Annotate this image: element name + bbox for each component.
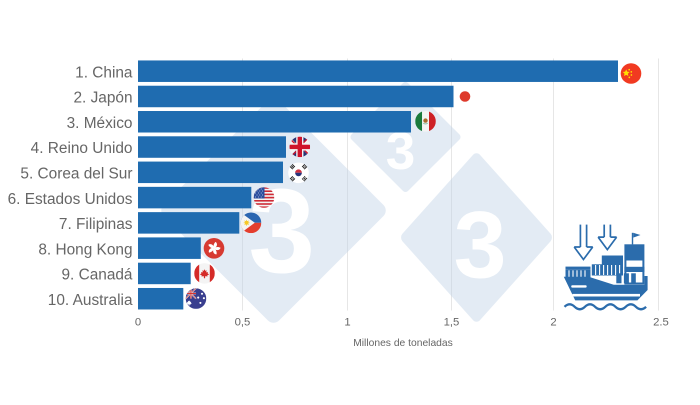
svg-text:3: 3 <box>248 164 315 298</box>
svg-text:2.5: 2.5 <box>653 316 669 328</box>
svg-text:2. Japón: 2. Japón <box>73 90 132 107</box>
svg-text:0: 0 <box>135 316 141 328</box>
svg-text:10. Australia: 10. Australia <box>48 292 133 309</box>
svg-text:1. China: 1. China <box>75 64 133 81</box>
svg-text:3: 3 <box>454 193 507 299</box>
svg-text:5. Corea del Sur: 5. Corea del Sur <box>20 166 132 183</box>
svg-text:8. Hong Kong: 8. Hong Kong <box>38 241 132 258</box>
svg-text:6. Estados Unidos: 6. Estados Unidos <box>8 191 133 208</box>
svg-text:2: 2 <box>550 316 556 328</box>
svg-text:Millones de toneladas: Millones de toneladas <box>353 338 453 349</box>
svg-text:4. Reino Unido: 4. Reino Unido <box>31 140 133 157</box>
svg-text:3. México: 3. México <box>67 115 133 132</box>
svg-text:1: 1 <box>344 316 350 328</box>
svg-text:0,5: 0,5 <box>235 316 251 328</box>
svg-text:7. Filipinas: 7. Filipinas <box>59 216 133 233</box>
svg-text:9. Canadá: 9. Canadá <box>61 267 132 284</box>
svg-text:1,5: 1,5 <box>444 316 460 328</box>
